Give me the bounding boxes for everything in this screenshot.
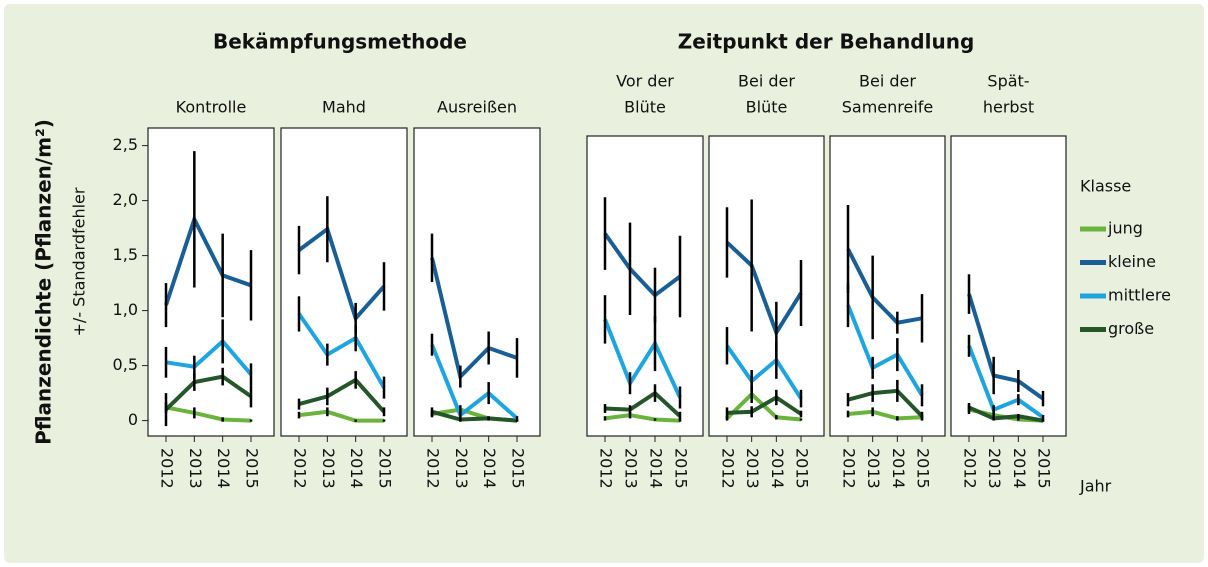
- legend-label: kleine: [1108, 252, 1156, 271]
- series-line: [430, 257, 518, 381]
- series-line: [603, 232, 682, 298]
- y-tick-label: 1,0: [113, 300, 138, 319]
- x-tick-label: 2012: [961, 448, 980, 489]
- series-line: [297, 225, 386, 323]
- y-tick-label: 0,5: [113, 355, 138, 374]
- y-axis-sublabel: +/- Standardfehler: [70, 187, 89, 336]
- panel-title: Ausreißen: [437, 98, 517, 117]
- y-tick-label: 2,0: [113, 190, 138, 209]
- series-line: [604, 413, 681, 423]
- x-tick-label: 2012: [597, 448, 616, 489]
- series-line: [298, 409, 384, 423]
- x-tick-label: 2013: [864, 448, 883, 489]
- x-tick-label: 2014: [768, 448, 787, 489]
- series-line: [726, 395, 803, 416]
- legend-label: mittlere: [1108, 286, 1171, 305]
- panel-title: Vor der: [616, 72, 674, 91]
- y-axis-label: Pflanzendichte (Pflanzen/m²): [32, 119, 56, 445]
- x-tick-label: 2013: [319, 448, 338, 489]
- x-tick-label: 2013: [985, 448, 1004, 489]
- series-line: [298, 377, 386, 414]
- panel-title: Kontrolle: [176, 98, 247, 117]
- x-tick-label: 2014: [480, 448, 499, 489]
- series-line: [431, 409, 518, 423]
- series-line: [846, 304, 924, 397]
- series-line: [430, 343, 519, 420]
- panel-title: herbst: [983, 98, 1034, 117]
- legend-label: jung: [1107, 219, 1143, 238]
- x-axis-label: Jahr: [1079, 477, 1112, 496]
- x-tick-label: 2013: [743, 448, 762, 489]
- x-tick-label: 2012: [424, 448, 443, 489]
- panel-title: Mahd: [322, 98, 366, 117]
- x-tick-label: 2013: [452, 448, 471, 489]
- panel-title: Bei der: [738, 72, 795, 91]
- panel: [708, 135, 825, 437]
- series-line: [603, 318, 682, 399]
- x-tick-label: 2014: [214, 448, 233, 489]
- series-line: [164, 214, 252, 306]
- x-tick-label: 2015: [509, 448, 528, 489]
- panel-title: Spät-: [987, 72, 1029, 91]
- series-line: [968, 405, 1044, 423]
- series-line: [967, 345, 1045, 419]
- x-tick-label: 2013: [622, 448, 641, 489]
- series-line: [164, 374, 253, 412]
- panel-title: Blüte: [624, 98, 666, 117]
- y-tick-label: 0: [128, 410, 138, 429]
- series-line: [847, 409, 923, 421]
- series-line: [297, 312, 386, 389]
- series-line: [725, 344, 803, 400]
- x-tick-label: 2014: [347, 448, 366, 489]
- series-line: [967, 293, 1045, 401]
- panel: [147, 127, 275, 437]
- x-tick-label: 2012: [719, 448, 738, 489]
- x-tick-label: 2015: [672, 448, 691, 489]
- series-line: [604, 390, 682, 418]
- x-tick-label: 2012: [291, 448, 310, 489]
- x-tick-label: 2015: [793, 448, 812, 489]
- panel: [413, 127, 541, 437]
- group-title: Zeitpunkt der Behandlung: [678, 30, 975, 54]
- x-tick-label: 2015: [376, 448, 395, 489]
- series-line: [846, 248, 923, 325]
- x-tick-label: 2014: [1010, 448, 1029, 489]
- y-tick-label: 1,5: [113, 245, 138, 264]
- x-tick-label: 2013: [186, 448, 205, 489]
- x-tick-label: 2014: [889, 448, 908, 489]
- x-tick-label: 2015: [1035, 448, 1054, 489]
- panel-title: Blüte: [746, 98, 788, 117]
- legend-title: Klasse: [1080, 177, 1131, 196]
- y-tick-label: 2,5: [113, 135, 138, 154]
- series-line: [725, 240, 803, 338]
- series-line: [165, 338, 253, 376]
- x-tick-label: 2015: [243, 448, 262, 489]
- series-line: [847, 388, 924, 418]
- panel-title: Bei der: [859, 72, 916, 91]
- group-title: Bekämpfungsmethode: [213, 30, 467, 54]
- panel-title: Samenreife: [842, 98, 934, 117]
- x-tick-label: 2012: [840, 448, 859, 489]
- x-tick-label: 2014: [647, 448, 666, 489]
- x-tick-label: 2012: [158, 448, 177, 489]
- series-line: [165, 405, 252, 423]
- x-tick-label: 2015: [914, 448, 933, 489]
- legend-label: große: [1108, 319, 1154, 338]
